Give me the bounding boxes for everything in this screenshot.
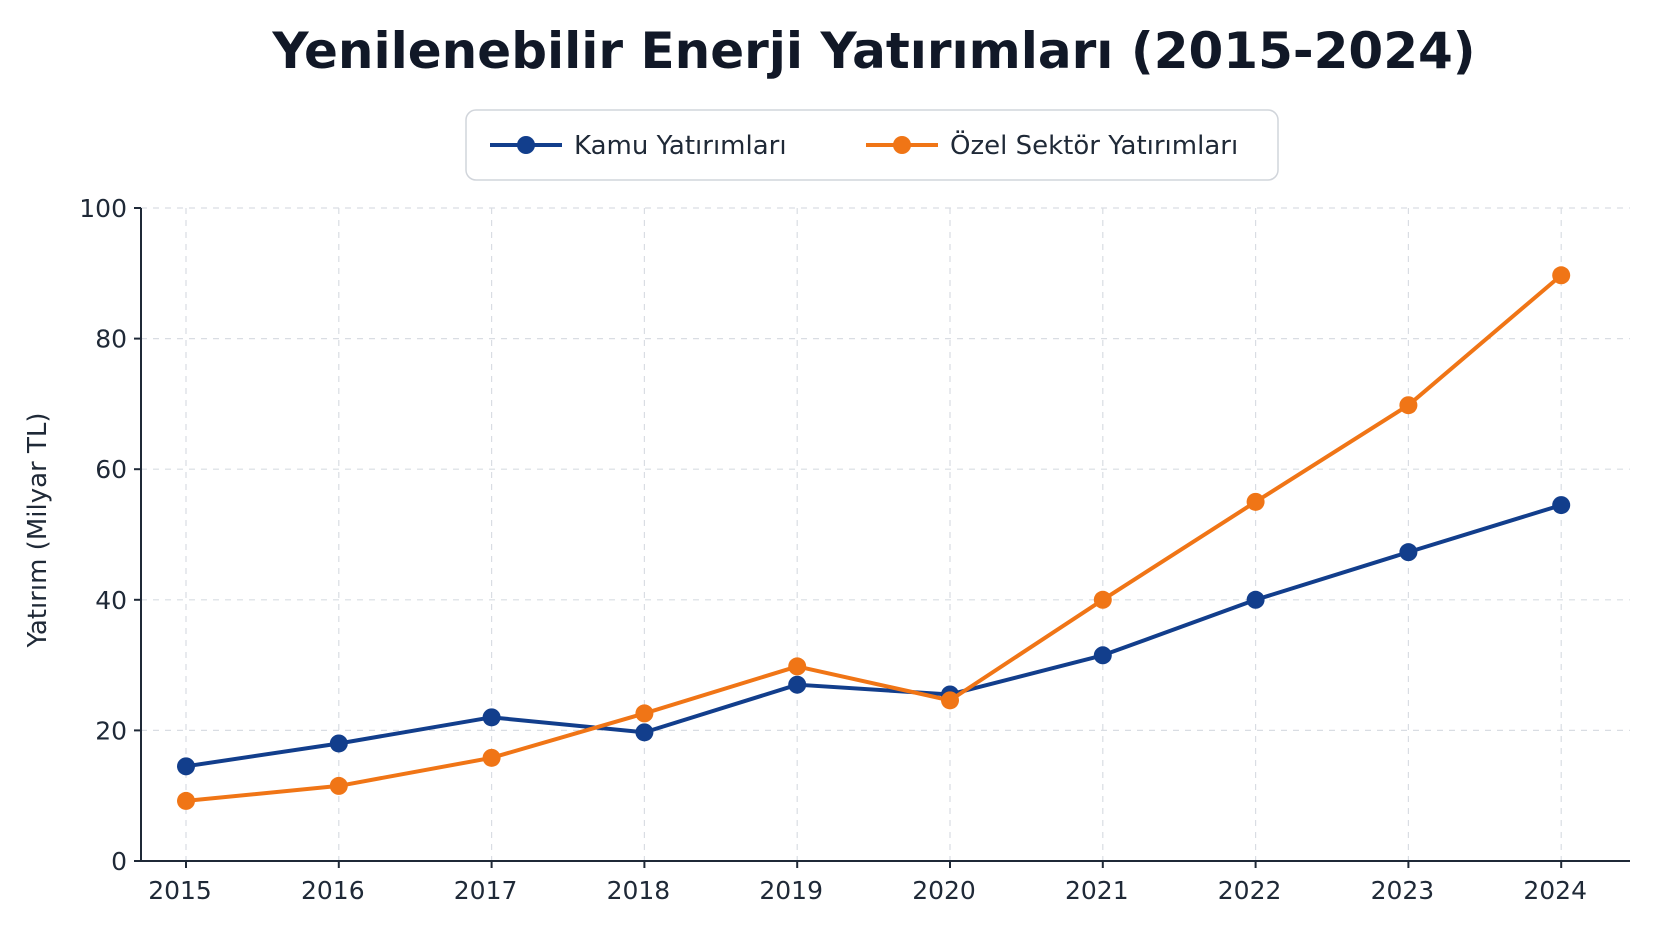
- x-tick-label-2019: 2019: [759, 876, 823, 905]
- data-point-kamu-2018: [635, 723, 654, 742]
- series-ozel: [177, 266, 1571, 810]
- data-point-ozel-2023: [1399, 396, 1418, 415]
- legend: Kamu Yatırımları Özel Sektör Yatırımları: [465, 109, 1279, 181]
- data-point-kamu-2015: [177, 757, 195, 776]
- legend-item-ozel: Özel Sektör Yatırımları: [866, 129, 1238, 161]
- series-layer: [177, 266, 1571, 810]
- series-line-ozel: [184, 273, 1564, 803]
- data-point-kamu-2016: [329, 734, 348, 753]
- axes: [134, 207, 1630, 868]
- y-axis-title: Yatırım (Milyar TL): [23, 413, 53, 649]
- x-tick-label-2016: 2016: [301, 876, 365, 905]
- y-tick-label-60: 60: [95, 455, 127, 484]
- legend-marker-ozel: [893, 136, 911, 154]
- legend-label-kamu: Kamu Yatırımları: [574, 131, 787, 161]
- x-tick-label-2020: 2020: [912, 876, 976, 905]
- data-point-ozel-2020: [941, 691, 959, 710]
- data-point-kamu-2021: [1093, 646, 1112, 665]
- series-kamu: [177, 496, 1571, 776]
- x-tick-label-2022: 2022: [1218, 876, 1282, 905]
- data-point-ozel-2019: [788, 657, 807, 676]
- data-point-ozel-2022: [1246, 492, 1265, 511]
- x-tick-label-2017: 2017: [454, 876, 518, 905]
- data-point-ozel-2017: [482, 748, 501, 767]
- legend-marker-kamu: [517, 136, 535, 154]
- y-tick-label-20: 20: [95, 716, 127, 745]
- x-tick-label-2023: 2023: [1371, 876, 1435, 905]
- data-point-ozel-2016: [329, 776, 348, 795]
- y-tick-label-100: 100: [79, 194, 127, 223]
- y-tick-label-0: 0: [111, 847, 127, 876]
- data-point-kamu-2022: [1246, 590, 1265, 609]
- data-point-ozel-2024: [1552, 266, 1571, 285]
- y-tick-label-80: 80: [95, 325, 127, 354]
- x-tick-label-2021: 2021: [1065, 876, 1129, 905]
- data-point-kamu-2017: [482, 708, 501, 727]
- x-tick-label-2018: 2018: [607, 876, 671, 905]
- x-tick-label-2015: 2015: [148, 876, 212, 905]
- series-line-kamu: [184, 503, 1564, 769]
- grid: [141, 207, 1630, 861]
- tick-labels: 0 20 40 60 80 100 2015 2016 2017 2018 2019 2020 2021…: [79, 194, 1587, 905]
- x-tick-label-2024: 2024: [1523, 876, 1587, 905]
- data-point-ozel-2015: [177, 791, 195, 810]
- legend-label-ozel: Özel Sektör Yatırımları: [950, 129, 1238, 161]
- data-point-kamu-2023: [1399, 543, 1418, 562]
- legend-item-kamu: Kamu Yatırımları: [490, 131, 787, 161]
- data-point-ozel-2021: [1093, 590, 1112, 609]
- y-tick-label-40: 40: [95, 586, 127, 615]
- data-point-kamu-2019: [788, 675, 807, 694]
- chart-title: Yenilenebilir Enerji Yatırımları (2015-2…: [271, 22, 1475, 80]
- data-point-kamu-2024: [1552, 496, 1571, 515]
- data-point-ozel-2018: [635, 704, 654, 723]
